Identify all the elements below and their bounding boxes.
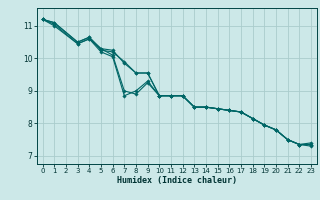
X-axis label: Humidex (Indice chaleur): Humidex (Indice chaleur) bbox=[117, 176, 237, 185]
